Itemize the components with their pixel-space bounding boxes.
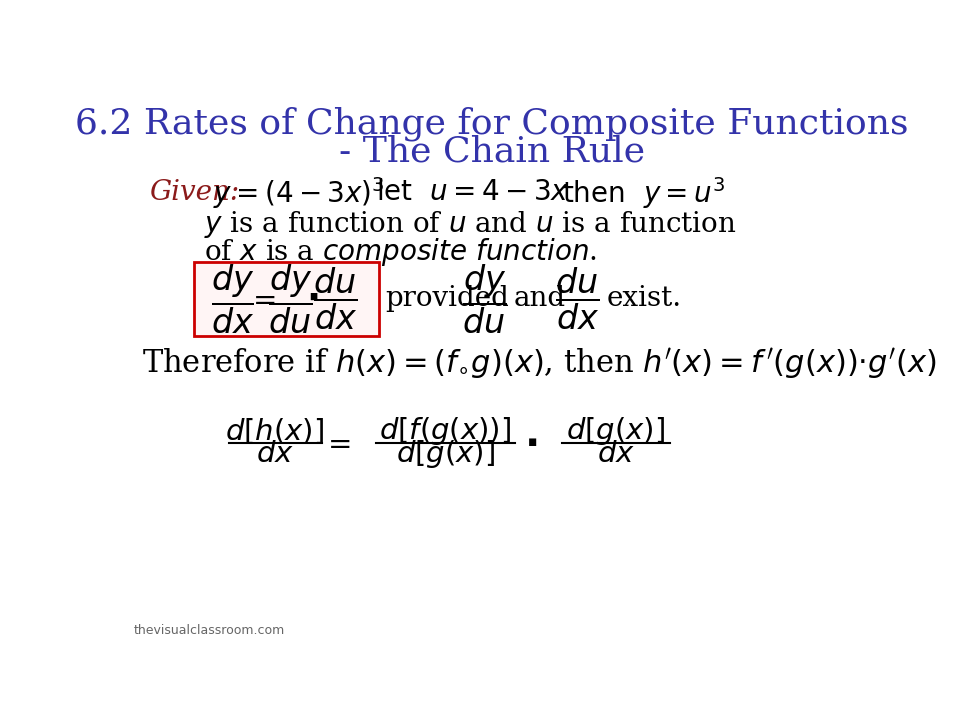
Text: Therefore if $h(x) = (f_{\circ}g)(x)$, then $h'(x) = f\,'(g(x)){\cdot}g'(x)$: Therefore if $h(x) = (f_{\circ}g)(x)$, t… xyxy=(142,346,936,381)
Text: exist.: exist. xyxy=(607,285,682,312)
Text: $y$ is a function of $u$ and $u$ is a function: $y$ is a function of $u$ and $u$ is a fu… xyxy=(204,210,736,240)
Text: Given:: Given: xyxy=(150,179,240,206)
Text: $d[h(x)]$: $d[h(x)]$ xyxy=(226,415,324,446)
Text: $d[g(x)]$: $d[g(x)]$ xyxy=(566,415,665,446)
Text: $d[g(x)]$: $d[g(x)]$ xyxy=(396,438,495,470)
Text: provided: provided xyxy=(385,285,509,312)
Text: $=$: $=$ xyxy=(248,285,276,313)
Text: 6.2 Rates of Change for Composite Functions: 6.2 Rates of Change for Composite Functi… xyxy=(75,106,909,140)
Text: $\dfrac{dy}{du}$: $\dfrac{dy}{du}$ xyxy=(462,262,507,336)
Text: $\dfrac{du}{dx}$: $\dfrac{du}{dx}$ xyxy=(555,266,599,332)
Text: $\mathrm{then}\ \ y = u^3$: $\mathrm{then}\ \ y = u^3$ xyxy=(562,175,725,211)
Text: $\dfrac{dy}{dx}$: $\dfrac{dy}{dx}$ xyxy=(210,262,254,336)
Text: $dx$: $dx$ xyxy=(597,441,635,469)
FancyBboxPatch shape xyxy=(194,262,379,336)
Text: $d[f(g(x))]$: $d[f(g(x))]$ xyxy=(379,415,512,446)
Text: $=$: $=$ xyxy=(323,429,351,457)
Text: $\boldsymbol{\cdot}$: $\boldsymbol{\cdot}$ xyxy=(306,281,319,317)
Text: $\dfrac{du}{dx}$: $\dfrac{du}{dx}$ xyxy=(313,266,358,332)
Text: $y = (4 - 3x)^3$: $y = (4 - 3x)^3$ xyxy=(213,175,385,211)
Text: and: and xyxy=(514,285,565,312)
Text: $\boldsymbol{\cdot}$: $\boldsymbol{\cdot}$ xyxy=(524,423,538,463)
Text: thevisualclassroom.com: thevisualclassroom.com xyxy=(134,624,285,636)
Text: $dx$: $dx$ xyxy=(256,441,294,469)
Text: - The Chain Rule: - The Chain Rule xyxy=(339,135,645,169)
Text: $\mathrm{let}\ \ u = 4 - 3x$: $\mathrm{let}\ \ u = 4 - 3x$ xyxy=(375,179,569,206)
Text: $\dfrac{dy}{du}$: $\dfrac{dy}{du}$ xyxy=(269,262,313,336)
Text: of $x$ is a $\mathit{composite\ function}$.: of $x$ is a $\mathit{composite\ function… xyxy=(204,236,597,268)
